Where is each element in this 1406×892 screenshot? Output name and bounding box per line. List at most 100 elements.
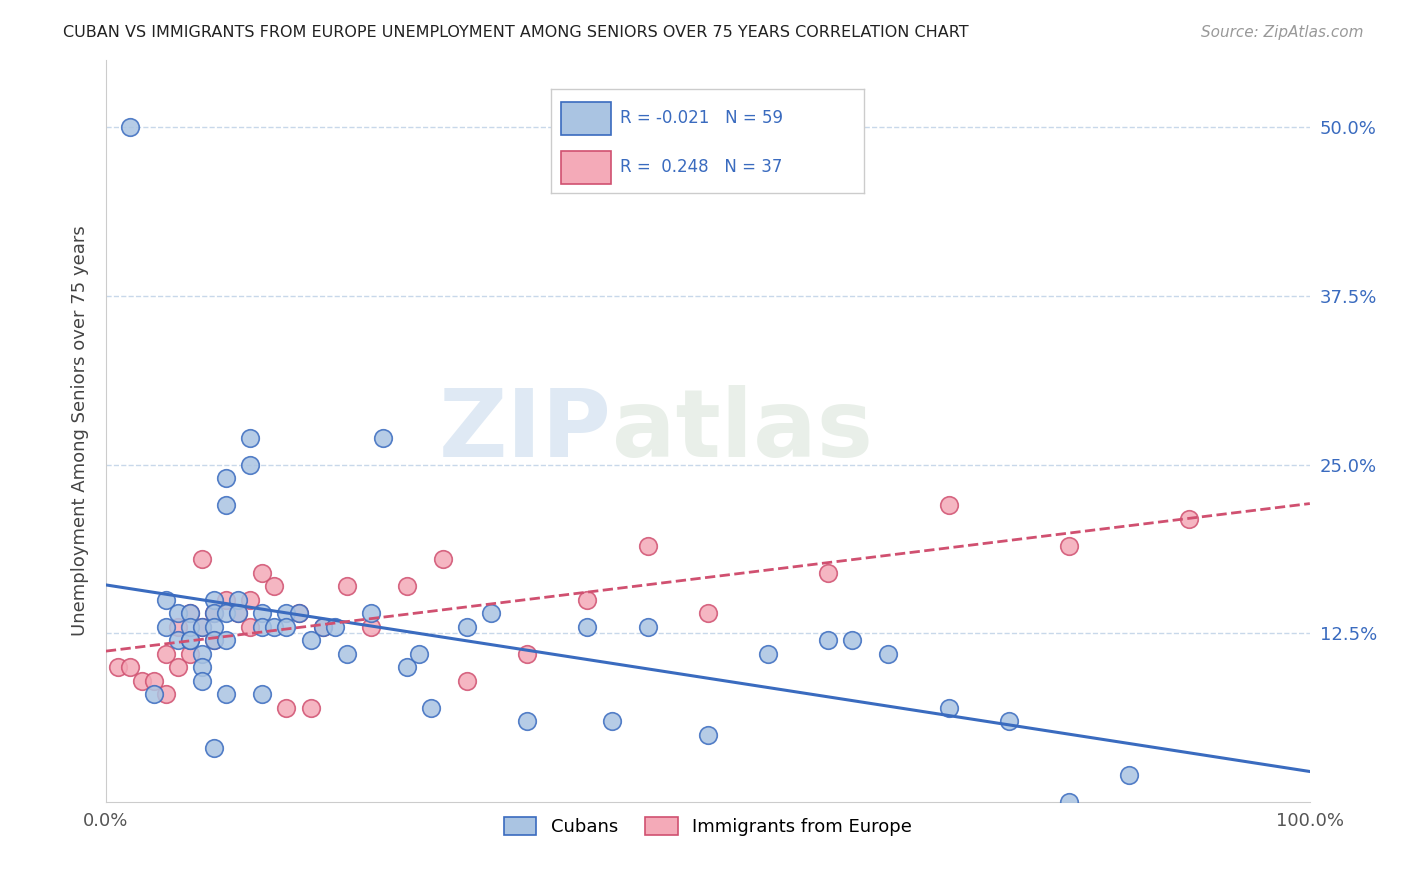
Y-axis label: Unemployment Among Seniors over 75 years: Unemployment Among Seniors over 75 years [72, 226, 89, 636]
Point [202, 633, 225, 648]
Point [696, 606, 718, 620]
Text: ZIP: ZIP [439, 385, 612, 477]
Point [167, 620, 190, 634]
Point [107, 660, 129, 674]
Point [287, 606, 309, 620]
Point [228, 606, 250, 620]
Legend: Cubans, Immigrants from Europe: Cubans, Immigrants from Europe [495, 808, 921, 846]
Point [395, 579, 418, 593]
Point [179, 606, 201, 620]
Point [215, 592, 238, 607]
Point [456, 673, 478, 688]
Point [131, 673, 153, 688]
Point [263, 579, 285, 593]
Point [202, 606, 225, 620]
Point [215, 687, 238, 701]
Point [1057, 539, 1080, 553]
Point [637, 539, 659, 553]
Point [239, 458, 262, 472]
Point [228, 592, 250, 607]
Point [576, 592, 599, 607]
Point [479, 606, 502, 620]
Point [191, 620, 214, 634]
Point [336, 647, 359, 661]
Point [179, 647, 201, 661]
Point [252, 620, 274, 634]
Point [756, 647, 779, 661]
Point [155, 620, 177, 634]
Point [276, 620, 298, 634]
Point [202, 606, 225, 620]
Point [371, 431, 394, 445]
Point [167, 660, 190, 674]
Point [336, 579, 359, 593]
Point [287, 606, 309, 620]
Point [1118, 768, 1140, 782]
Point [239, 431, 262, 445]
Point [311, 620, 333, 634]
Point [191, 620, 214, 634]
Point [202, 741, 225, 756]
Point [215, 498, 238, 512]
Point [311, 620, 333, 634]
Point [143, 687, 166, 701]
Point [1178, 512, 1201, 526]
Point [877, 647, 900, 661]
Point [1057, 795, 1080, 809]
Point [938, 498, 960, 512]
Text: Source: ZipAtlas.com: Source: ZipAtlas.com [1201, 25, 1364, 40]
Point [215, 606, 238, 620]
Point [202, 633, 225, 648]
Point [299, 700, 322, 714]
Point [395, 660, 418, 674]
Point [323, 620, 346, 634]
Point [276, 700, 298, 714]
Point [118, 120, 141, 135]
Point [637, 620, 659, 634]
Point [215, 633, 238, 648]
Point [191, 660, 214, 674]
Point [155, 592, 177, 607]
Point [155, 647, 177, 661]
Point [179, 606, 201, 620]
Point [263, 620, 285, 634]
Point [817, 566, 839, 580]
Point [239, 592, 262, 607]
Point [167, 633, 190, 648]
Point [408, 647, 430, 661]
Point [360, 606, 382, 620]
Point [841, 633, 863, 648]
Point [167, 606, 190, 620]
Point [600, 714, 623, 729]
Point [239, 620, 262, 634]
Point [252, 566, 274, 580]
Point [252, 687, 274, 701]
Point [360, 620, 382, 634]
Point [252, 606, 274, 620]
Point [202, 592, 225, 607]
Point [516, 714, 538, 729]
Point [516, 647, 538, 661]
Point [179, 620, 201, 634]
Point [191, 552, 214, 566]
Point [576, 620, 599, 634]
Point [118, 660, 141, 674]
Point [299, 633, 322, 648]
Point [938, 700, 960, 714]
Point [432, 552, 454, 566]
Point [191, 647, 214, 661]
Point [276, 606, 298, 620]
Point [998, 714, 1021, 729]
Point [420, 700, 443, 714]
Point [179, 633, 201, 648]
Text: CUBAN VS IMMIGRANTS FROM EUROPE UNEMPLOYMENT AMONG SENIORS OVER 75 YEARS CORRELA: CUBAN VS IMMIGRANTS FROM EUROPE UNEMPLOY… [63, 25, 969, 40]
Point [179, 633, 201, 648]
Point [696, 728, 718, 742]
Point [143, 673, 166, 688]
Point [202, 620, 225, 634]
Point [817, 633, 839, 648]
Text: atlas: atlas [612, 385, 873, 477]
Point [155, 687, 177, 701]
Point [215, 471, 238, 485]
Point [228, 606, 250, 620]
